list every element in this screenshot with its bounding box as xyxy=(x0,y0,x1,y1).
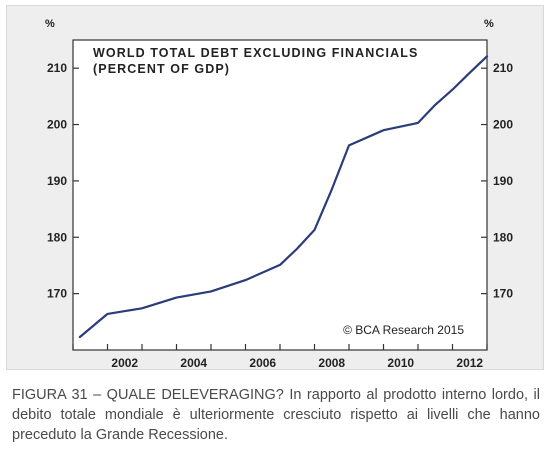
x-tick-label: 2002 xyxy=(111,356,138,369)
chart: % % WORLD TOTAL DEBT EXCLUDING FINANCIAL… xyxy=(45,18,513,369)
x-tick-label: 2004 xyxy=(180,356,207,369)
x-tick-label: 2008 xyxy=(318,356,345,369)
chart-title: WORLD TOTAL DEBT EXCLUDING FINANCIALS xyxy=(93,46,418,60)
y-tick-label-right: 180 xyxy=(493,230,513,244)
chart-frame: % % WORLD TOTAL DEBT EXCLUDING FINANCIAL… xyxy=(6,5,544,370)
series-line xyxy=(78,55,489,339)
y-tick-label-left: 190 xyxy=(47,174,67,188)
chart-subtitle: (PERCENT OF GDP) xyxy=(93,62,230,76)
plot-area xyxy=(72,39,488,351)
y-tick-label-right: 200 xyxy=(493,118,513,132)
right-unit-label: % xyxy=(484,18,494,30)
y-tick-label-left: 200 xyxy=(47,118,67,132)
x-tick-label: 2012 xyxy=(456,356,483,369)
x-tick-label: 2010 xyxy=(387,356,414,369)
y-tick-label-left: 170 xyxy=(47,287,67,301)
y-tick-label-left: 180 xyxy=(47,230,67,244)
caption-text: In rapporto al prodotto interno lordo, i… xyxy=(12,387,540,443)
caption-label: FIGURA 31 – QUALE DELEVERAGING? xyxy=(12,387,284,403)
y-tick-label-right: 210 xyxy=(493,61,513,75)
y-tick-label-right: 170 xyxy=(493,287,513,301)
y-tick-label-right: 190 xyxy=(493,174,513,188)
y-tick-label-left: 210 xyxy=(47,61,67,75)
figure-caption: FIGURA 31 – QUALE DELEVERAGING? In rappo… xyxy=(12,385,540,445)
chart-credit: © BCA Research 2015 xyxy=(343,323,464,337)
x-tick-label: 2006 xyxy=(249,356,276,369)
left-unit-label: % xyxy=(45,18,55,30)
